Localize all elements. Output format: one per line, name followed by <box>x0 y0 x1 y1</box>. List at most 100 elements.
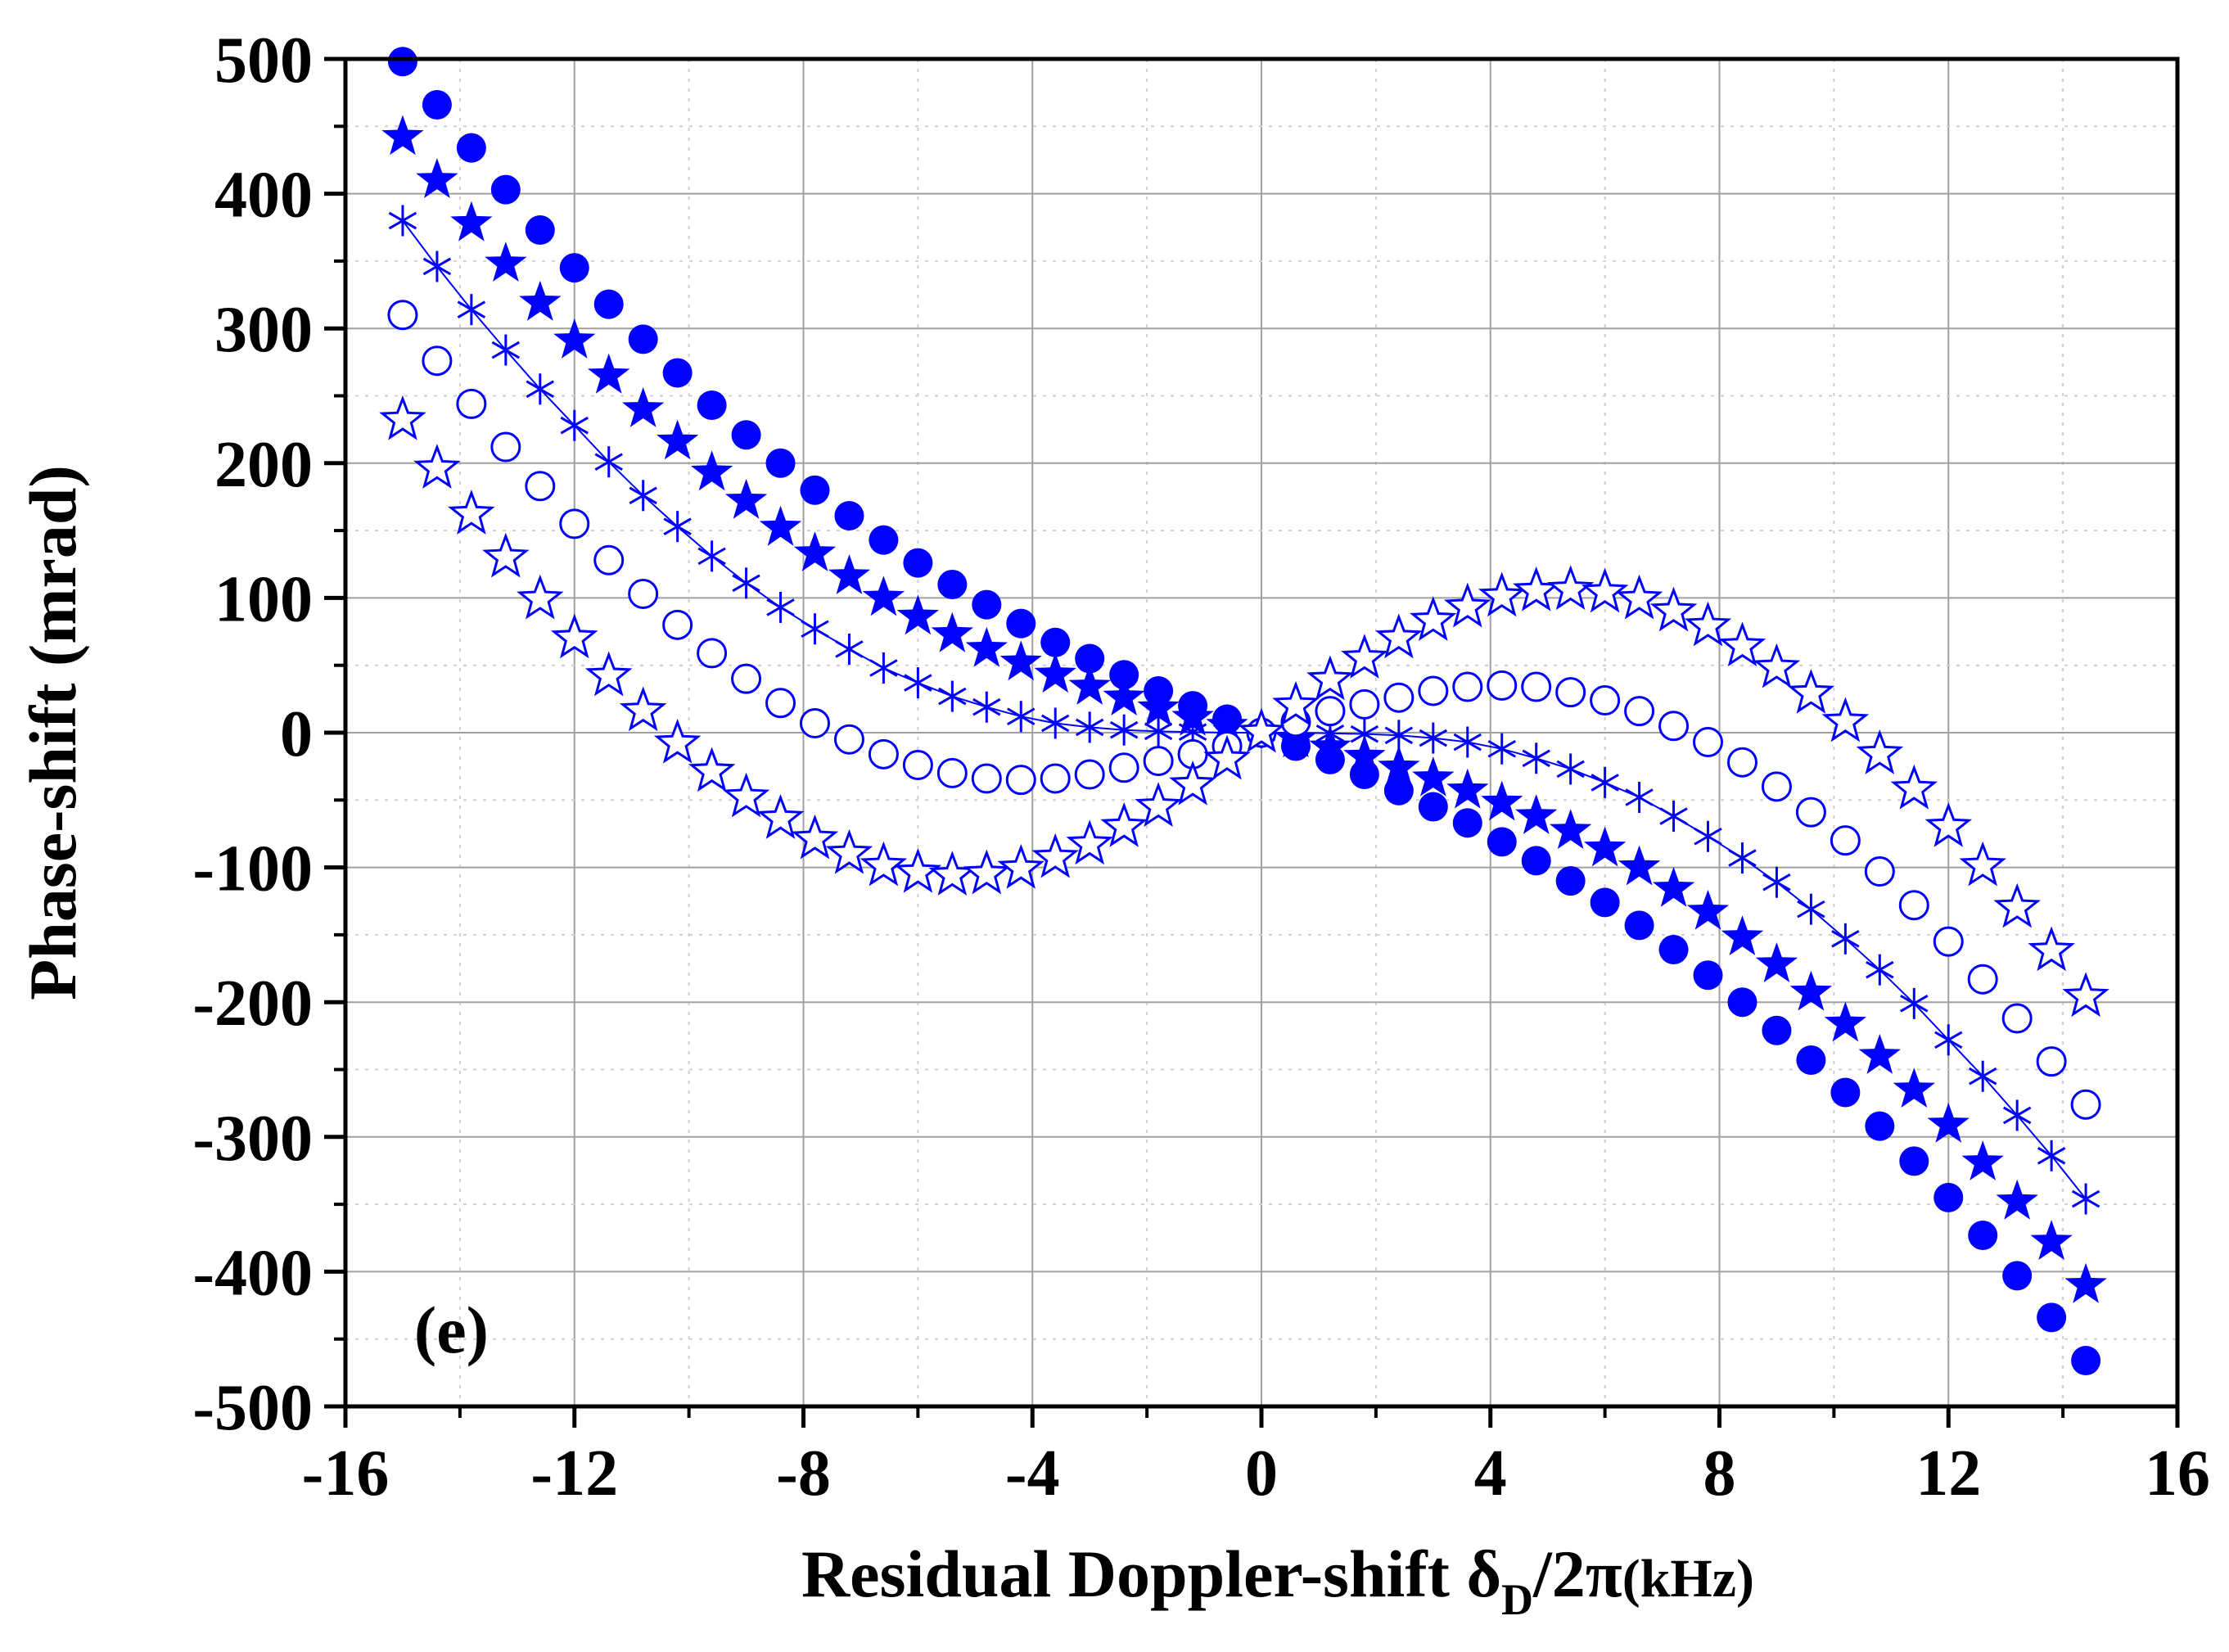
open-circle-point <box>1693 727 1724 758</box>
y-tick-label: -400 <box>192 1237 313 1309</box>
asterisk-point <box>1797 893 1825 925</box>
open-circle-point <box>2036 1046 2067 1077</box>
asterisk-stroke <box>869 659 898 677</box>
asterisk-stroke <box>457 300 486 318</box>
filled-star-point <box>588 353 630 394</box>
y-tick-label: 500 <box>214 25 313 97</box>
asterisk-stroke <box>801 620 829 639</box>
filled-circle-point <box>834 500 864 530</box>
y-tick-label: 400 <box>214 160 313 232</box>
asterisk-stroke <box>1041 714 1070 733</box>
open-circle-point <box>456 388 487 419</box>
filled-star-point <box>1824 1001 1866 1042</box>
tick-labels: -16 -12 -8 -4 0 4 8 12 16 -500 -400 -300 -200 -100 0 10… <box>192 25 2210 1510</box>
asterisk-stroke <box>1522 749 1550 768</box>
asterisk-stroke <box>663 517 692 535</box>
open-star-point <box>1031 833 1080 878</box>
open-star-point <box>894 847 942 893</box>
asterisk-stroke <box>491 341 521 359</box>
open-star-point <box>1959 841 2006 887</box>
x-tick-label: -8 <box>776 1438 831 1510</box>
filled-circle-point <box>1899 1146 1929 1176</box>
y-tick-label: -200 <box>192 968 313 1040</box>
filled-circle-point <box>2037 1302 2067 1333</box>
filled-star-point <box>450 201 493 241</box>
filled-star-point <box>2030 1220 2073 1260</box>
open-star-point <box>1478 571 1526 617</box>
asterisk-point <box>1934 1024 1963 1056</box>
filled-star-point <box>1858 1034 1901 1074</box>
filled-circle-point <box>1418 792 1448 822</box>
asterisk-stroke <box>938 687 967 706</box>
open-circle-point <box>1074 759 1105 790</box>
filled-star-point <box>759 505 802 546</box>
asterisk-stroke <box>1866 960 1894 979</box>
open-star-point <box>584 651 633 697</box>
filled-circle-point <box>800 475 830 505</box>
asterisk-point <box>560 409 589 441</box>
asterisk-stroke <box>766 598 795 616</box>
filled-star-point <box>1618 845 1661 886</box>
filled-circle-point <box>387 47 417 77</box>
asterisk-point <box>835 633 864 665</box>
asterisk-point <box>766 591 795 623</box>
filled-circle-point <box>1452 808 1482 838</box>
y-tick-label: -100 <box>192 833 313 905</box>
data-series <box>379 47 2109 1376</box>
filled-star-point <box>553 318 596 359</box>
asterisk-point <box>1591 766 1619 798</box>
asterisk-stroke <box>1591 774 1619 792</box>
open-star-point <box>722 772 770 818</box>
asterisk-point <box>697 540 726 572</box>
open-circle-point <box>1795 797 1826 828</box>
asterisk-stroke <box>1487 739 1516 758</box>
asterisk-point <box>1659 801 1688 833</box>
filled-star-point <box>724 478 768 519</box>
asterisk-stroke <box>629 486 657 505</box>
filled-star-point <box>1446 768 1489 809</box>
asterisk-stroke <box>2037 1147 2066 1165</box>
open-circle-point <box>387 300 418 331</box>
open-star-point <box>1135 782 1182 828</box>
filled-circle-point <box>593 289 624 319</box>
asterisk-point <box>422 251 452 282</box>
open-circle-point <box>628 578 659 609</box>
open-star-point <box>963 849 1011 895</box>
asterisk-point <box>1384 720 1414 752</box>
filled-star-point <box>1171 695 1214 736</box>
open-circle-point <box>902 750 933 781</box>
open-star-point <box>413 444 461 489</box>
asterisk-stroke <box>1797 900 1825 919</box>
x-axis-title: Residual Doppler-shift δD/2π(kHz) <box>801 1537 1754 1624</box>
open-star-point <box>860 841 908 887</box>
open-circle-point <box>1383 682 1415 713</box>
filled-circle-point <box>972 589 1002 620</box>
filled-circle-point <box>2071 1346 2101 1376</box>
asterisk-stroke <box>1762 873 1791 891</box>
open-star-point <box>1753 643 1801 688</box>
filled-star-point <box>1721 915 1764 955</box>
open-circle-point <box>1418 675 1449 706</box>
filled-circle-point <box>525 215 555 246</box>
asterisk-point <box>869 652 898 684</box>
filled-star-point <box>896 594 940 635</box>
filled-circle-point <box>1555 866 1586 896</box>
asterisk-stroke <box>2002 1106 2032 1125</box>
open-circle-point <box>1108 752 1139 783</box>
asterisk-point <box>1487 733 1516 765</box>
filled-circle-point <box>1968 1220 1998 1250</box>
series-filled-circles <box>387 47 2101 1376</box>
open-circle-point <box>1487 670 1518 701</box>
filled-circle-point <box>1487 827 1517 857</box>
open-circle-point <box>2070 1089 2101 1120</box>
asterisk-point <box>938 680 967 712</box>
filled-star-point <box>1583 826 1627 867</box>
asterisk-point <box>663 511 692 543</box>
asterisk-stroke <box>732 574 760 593</box>
filled-star-point <box>485 241 527 282</box>
asterisk-point <box>526 373 554 405</box>
filled-star-point <box>1652 866 1695 907</box>
open-circle-point <box>799 707 830 738</box>
open-star-point <box>1341 634 1388 679</box>
